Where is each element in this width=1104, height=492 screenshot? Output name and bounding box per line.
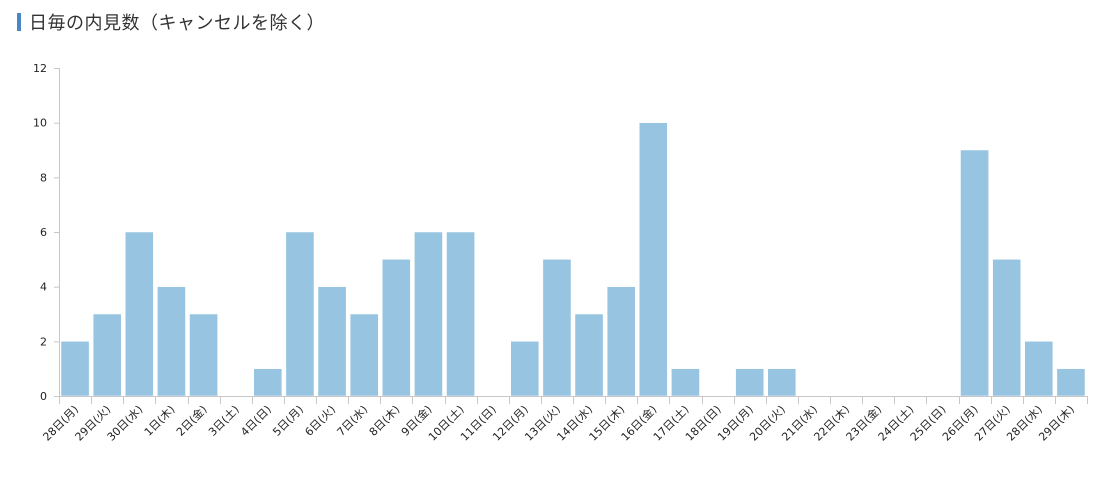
x-axis: 28日(月)29日(火)30日(水)1日(木)2日(金)3日(土)4日(日)5日… — [40, 396, 1088, 444]
bar — [767, 368, 797, 397]
bar — [1056, 368, 1086, 397]
bar — [446, 231, 475, 397]
chart-title: 日毎の内見数（キャンセルを除く） — [29, 13, 325, 34]
bar — [157, 286, 186, 397]
bar — [349, 313, 379, 397]
x-tick-label: 3日(土) — [206, 403, 242, 439]
bar — [382, 259, 411, 397]
bar — [606, 286, 636, 397]
bar — [92, 313, 122, 397]
chart-title-block: 日毎の内見数（キャンセルを除く） — [17, 9, 325, 35]
bar — [542, 259, 572, 397]
y-tick-label: 8 — [40, 171, 47, 184]
x-tick-label: 4日(日) — [238, 403, 274, 439]
y-tick-label: 0 — [40, 390, 47, 403]
bar — [671, 368, 700, 397]
y-tick-label: 12 — [33, 62, 47, 75]
y-tick-label: 6 — [40, 226, 47, 239]
bar — [60, 341, 90, 397]
title-accent-bar — [17, 13, 21, 31]
bars — [60, 122, 1086, 397]
bar — [189, 313, 218, 397]
x-tick-label: 2日(金) — [173, 402, 209, 438]
bar — [960, 149, 989, 397]
y-tick-label: 4 — [40, 281, 47, 294]
bar — [317, 286, 347, 397]
y-axis: 0 2 4 6 8 10 12 — [33, 62, 60, 403]
x-tick-label: 1日(木) — [142, 403, 178, 439]
bar — [253, 368, 283, 397]
bar — [992, 259, 1021, 397]
bar — [510, 341, 540, 397]
x-tick-label: 30日(水) — [105, 403, 146, 444]
bar — [414, 231, 443, 397]
y-tick-label: 10 — [33, 117, 47, 130]
bar — [1024, 341, 1054, 397]
bar — [285, 231, 315, 397]
bar — [574, 313, 604, 397]
bar — [639, 122, 668, 397]
bar — [125, 231, 154, 397]
y-tick-label: 2 — [40, 335, 47, 348]
x-tick-label: 29日(木) — [1036, 403, 1077, 444]
x-tick-label: 5日(月) — [270, 403, 306, 439]
x-tick-label: 7日(水) — [335, 403, 371, 439]
x-tick-label: 8日(木) — [367, 403, 403, 439]
x-tick-label: 6日(火) — [302, 403, 338, 439]
bar — [735, 368, 764, 397]
